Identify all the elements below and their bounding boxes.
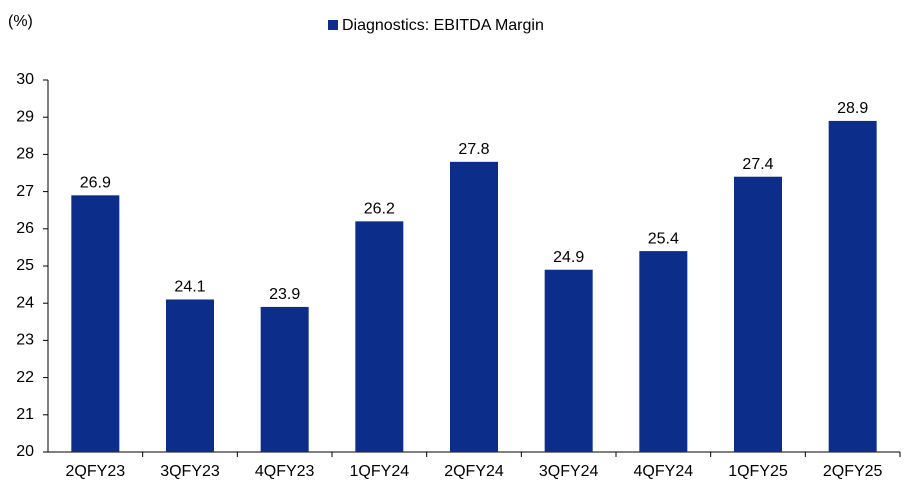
y-tick-label: 30 (16, 71, 34, 88)
legend-label: Diagnostics: EBITDA Margin (342, 17, 544, 34)
y-tick-label: 21 (16, 406, 34, 423)
y-tick-label: 22 (16, 369, 34, 386)
y-tick-label: 29 (16, 108, 34, 125)
bar (544, 269, 593, 452)
data-label: 27.8 (458, 141, 489, 158)
x-tick-label: 1QFY24 (350, 463, 410, 480)
bar (166, 299, 214, 452)
bar (450, 161, 498, 452)
x-tick-label: 3QFY24 (539, 463, 599, 480)
bar (639, 251, 688, 452)
y-tick-label: 20 (16, 443, 34, 460)
y-tick-label: 25 (16, 257, 34, 274)
x-tick-label: 2QFY24 (444, 463, 504, 480)
data-label: 24.9 (553, 249, 584, 266)
x-tick-label: 2QFY25 (823, 463, 883, 480)
x-tick-label: 4QFY23 (255, 463, 315, 480)
bar (355, 221, 404, 452)
y-tick-label: 23 (16, 332, 34, 349)
x-tick-label: 1QFY25 (728, 463, 788, 480)
data-label: 25.4 (648, 230, 679, 247)
data-label: 27.4 (742, 156, 773, 173)
data-label: 28.9 (837, 100, 868, 117)
y-tick-label: 27 (16, 183, 34, 200)
bar (828, 120, 877, 453)
data-label: 24.1 (174, 279, 205, 296)
y-tick-label: 26 (16, 220, 34, 237)
y-axis-label: (%) (8, 13, 33, 30)
bar (734, 176, 782, 452)
x-tick-label: 3QFY23 (160, 463, 220, 480)
y-tick-label: 28 (16, 146, 34, 163)
data-label: 23.9 (269, 286, 300, 303)
data-label: 26.2 (364, 201, 395, 218)
bar (260, 306, 309, 452)
legend-swatch (328, 20, 338, 30)
y-tick-label: 24 (16, 294, 34, 311)
x-tick-label: 4QFY24 (634, 463, 694, 480)
bar (71, 195, 120, 452)
x-tick-label: 2QFY23 (66, 463, 126, 480)
data-label: 26.9 (80, 175, 111, 192)
